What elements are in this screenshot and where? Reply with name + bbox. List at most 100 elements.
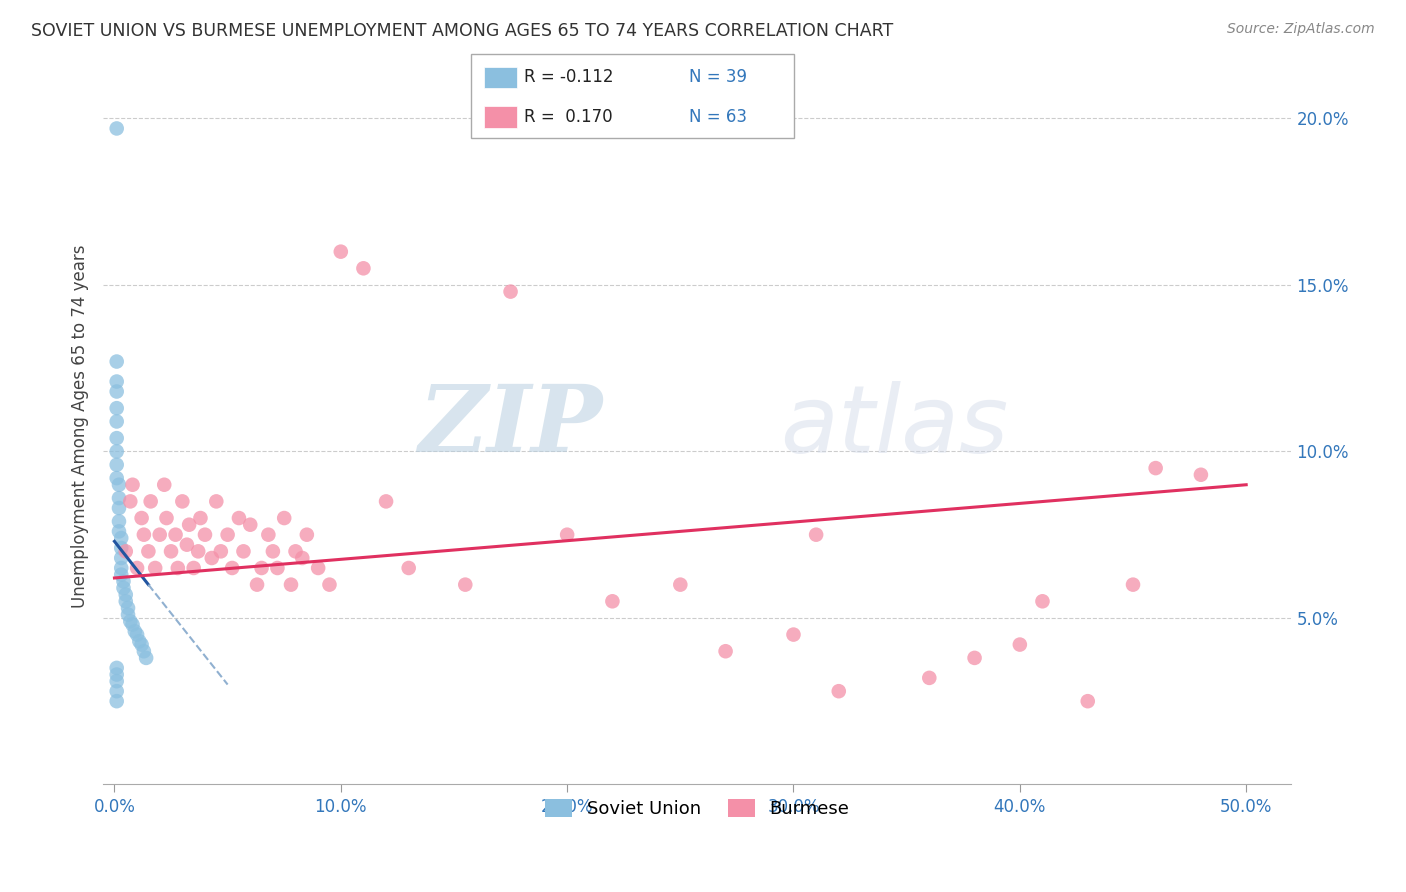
Point (108, 515, 131, 529)
Point (110, 541, 132, 555)
Point (125, 627, 148, 641)
Point (273, 511, 295, 525)
Point (963, 651, 986, 665)
Point (110, 551, 132, 566)
Point (329, 244, 352, 259)
Point (183, 561, 205, 575)
Point (112, 581, 135, 595)
Point (105, 431, 128, 445)
Point (280, 577, 302, 591)
Point (165, 527, 187, 541)
Point (602, 594, 624, 608)
Point (105, 667, 128, 681)
Point (782, 627, 804, 641)
Point (105, 444, 128, 458)
Point (121, 477, 143, 491)
Point (166, 561, 188, 575)
Point (105, 384, 128, 399)
Point (108, 501, 131, 516)
Point (375, 494, 398, 508)
Point (257, 527, 280, 541)
Point (120, 614, 142, 628)
Point (105, 458, 128, 472)
Point (131, 511, 153, 525)
Point (105, 471, 128, 485)
Point (121, 617, 143, 632)
Point (110, 531, 132, 545)
Point (714, 644, 737, 658)
Point (172, 494, 194, 508)
Point (149, 527, 172, 541)
Point (110, 567, 132, 582)
Point (209, 544, 232, 558)
Point (105, 401, 128, 416)
Text: ZIP: ZIP (418, 382, 602, 472)
Point (1144, 461, 1167, 475)
Point (454, 577, 477, 591)
Point (108, 524, 131, 539)
Text: SOVIET UNION VS BURMESE UNEMPLOYMENT AMONG AGES 65 TO 74 YEARS CORRELATION CHART: SOVIET UNION VS BURMESE UNEMPLOYMENT AMO… (31, 22, 893, 40)
Point (179, 517, 201, 532)
Point (132, 644, 155, 658)
Point (117, 607, 139, 622)
Point (124, 624, 146, 639)
Point (555, 527, 578, 541)
Point (1031, 594, 1053, 608)
Point (284, 544, 307, 558)
Point (105, 684, 128, 698)
Point (105, 661, 128, 675)
Point (105, 415, 128, 429)
Point (239, 517, 262, 532)
Point (112, 574, 135, 589)
Point (138, 544, 160, 558)
Point (125, 561, 148, 575)
Point (250, 561, 273, 575)
Point (828, 684, 851, 698)
Y-axis label: Unemployment Among Ages 65 to 74 years: Unemployment Among Ages 65 to 74 years (72, 244, 89, 608)
Point (1122, 577, 1144, 591)
Point (120, 494, 142, 508)
Point (108, 477, 131, 491)
Point (918, 671, 941, 685)
Point (135, 651, 157, 665)
Point (131, 638, 153, 652)
Point (291, 551, 314, 566)
Point (1008, 638, 1031, 652)
Point (217, 527, 239, 541)
Point (187, 544, 209, 558)
Text: atlas: atlas (780, 381, 1008, 472)
Text: N = 63: N = 63 (689, 108, 747, 126)
Point (105, 674, 128, 689)
Point (143, 561, 166, 575)
Point (1189, 467, 1212, 482)
Point (228, 511, 250, 525)
Point (804, 527, 827, 541)
Text: Source: ZipAtlas.com: Source: ZipAtlas.com (1227, 22, 1375, 37)
Point (190, 511, 212, 525)
Point (105, 354, 128, 368)
Point (352, 261, 374, 276)
Point (114, 594, 136, 608)
Point (128, 634, 150, 648)
Point (139, 494, 162, 508)
Point (266, 561, 288, 575)
Point (114, 544, 136, 558)
Point (194, 527, 217, 541)
Point (117, 601, 139, 615)
Point (110, 561, 132, 575)
Point (398, 561, 420, 575)
Point (160, 544, 183, 558)
Point (232, 544, 254, 558)
Point (1077, 694, 1099, 708)
Point (176, 538, 198, 552)
Point (155, 511, 177, 525)
Point (105, 375, 128, 389)
Point (153, 477, 176, 491)
Point (262, 544, 284, 558)
Point (669, 577, 692, 591)
Point (246, 577, 269, 591)
Point (105, 694, 128, 708)
Point (307, 561, 329, 575)
Text: R = -0.112: R = -0.112 (524, 69, 614, 87)
Point (221, 561, 243, 575)
